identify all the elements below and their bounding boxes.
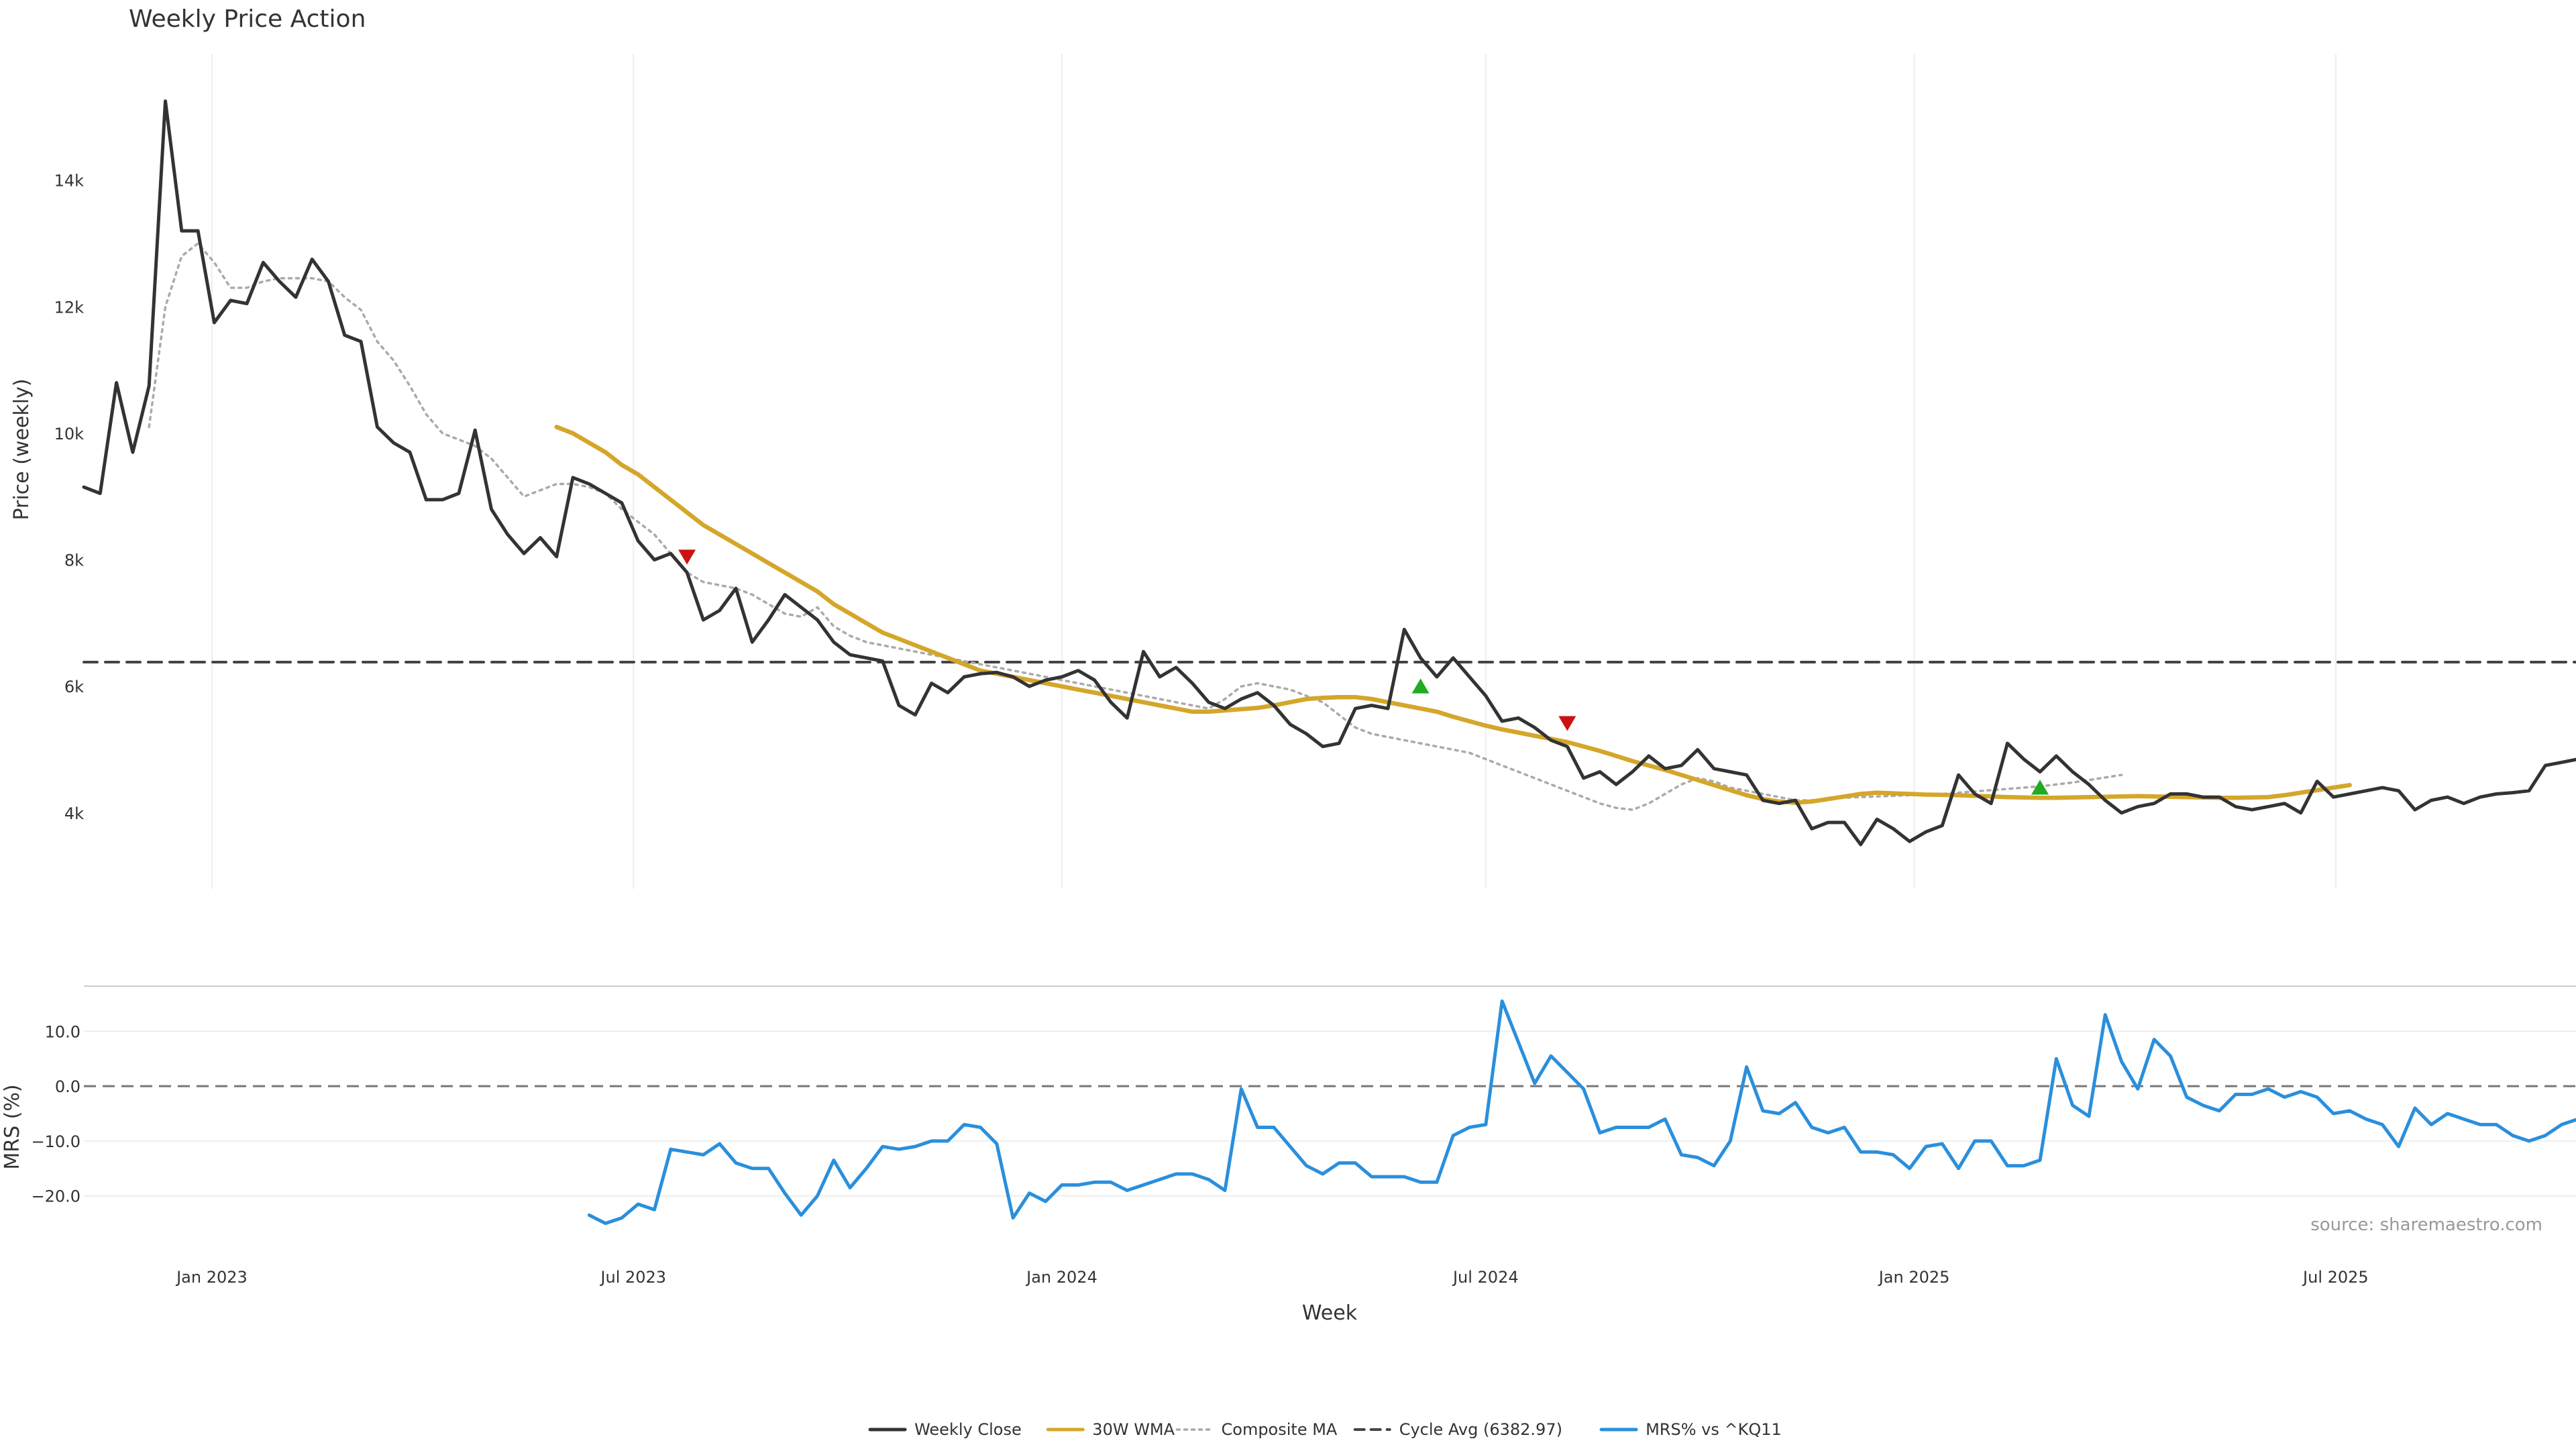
reference-lines [83,661,2576,1087]
price-y-tick-label: 12k [54,298,85,317]
buy-signal-marker [1411,678,1430,694]
x-tick-label: Jan 2025 [1878,1268,1950,1287]
legend-label-mrs-vs-kq11: MRS% vs ^KQ11 [1646,1420,1782,1439]
price-y-tick-label: 4k [64,804,84,823]
mrs-axis-label: MRS (%) [1,1084,24,1169]
x-axis-label: Week [1302,1301,1358,1325]
legend-label-composite-ma: Composite MA [1222,1420,1338,1439]
series-mrs-vs-kq11 [587,999,2576,1226]
price-axis-label: Price (weekly) [10,378,34,520]
legend-label-cycle-avg-6382-97: Cycle Avg (6382.97) [1399,1420,1562,1439]
sell-signal-marker [678,549,696,565]
buy-signal-marker [2031,780,2049,795]
source-note: source: sharemaestro.com [2310,1215,2542,1235]
signal-markers [678,549,2049,795]
legend-label-weekly-close: Weekly Close [914,1420,1022,1439]
price-y-tick-label: 6k [64,678,84,696]
x-tick-label: Jul 2025 [2302,1268,2369,1287]
x-tick-label: Jan 2024 [1025,1268,1097,1287]
x-tick-label: Jul 2023 [599,1268,666,1287]
sell-signal-marker [1558,716,1576,731]
series-lines [82,99,2576,1226]
series-30w-wma [554,425,2352,805]
chart-title: Weekly Price Action [129,5,366,33]
gridlines [84,54,2576,1197]
x-tick-label: Jul 2024 [1452,1268,1519,1287]
price-y-tick-label: 8k [64,551,84,570]
mrs-y-tick-label: −20.0 [31,1187,80,1206]
x-tick-label: Jan 2023 [175,1268,248,1287]
tick-labels: Jan 2023 Jul 2023 Jan 2024 Jul 2024 Jan 2025… [31,172,2368,1287]
price-y-tick-label: 14k [54,172,85,191]
legend-label-30w-wma: 30W WMA [1092,1420,1175,1439]
price-y-tick-label: 10k [54,425,85,443]
mrs-y-tick-label: −10.0 [31,1132,80,1151]
mrs-y-tick-label: 0.0 [55,1077,80,1096]
series-weekly-close [82,99,2576,847]
mrs-y-tick-label: 10.0 [45,1022,80,1041]
legend: Weekly Close 30W WMA Composite MA Cycle Avg… [868,1420,1782,1439]
